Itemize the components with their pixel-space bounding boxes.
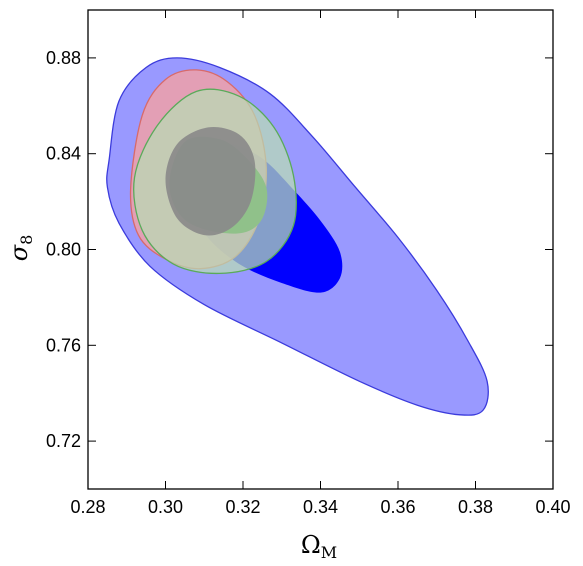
y-tick-label: 0.80 <box>46 240 81 260</box>
x-tick-label: 0.30 <box>148 497 183 517</box>
tick-layer: 0.28 0.30 0.32 0.34 0.36 0.38 0.40 0.72 0.76 0.80… <box>46 10 571 517</box>
x-tick-label: 0.36 <box>380 497 415 517</box>
y-axis-title: σ8 <box>5 235 36 262</box>
x-tick-label: 0.28 <box>70 497 105 517</box>
y-tick-label: 0.72 <box>46 431 81 451</box>
x-axis-title: ΩM <box>301 531 337 562</box>
contour-3-inner <box>165 126 256 236</box>
contour-layer <box>106 57 489 416</box>
x-tick-label: 0.40 <box>535 497 570 517</box>
y-tick-label: 0.88 <box>46 48 81 68</box>
y-tick-label: 0.76 <box>46 335 81 355</box>
y-tick-label: 0.84 <box>46 144 81 164</box>
x-tick-label: 0.32 <box>225 497 260 517</box>
x-tick-label: 0.38 <box>458 497 493 517</box>
x-tick-label: 0.34 <box>303 497 338 517</box>
